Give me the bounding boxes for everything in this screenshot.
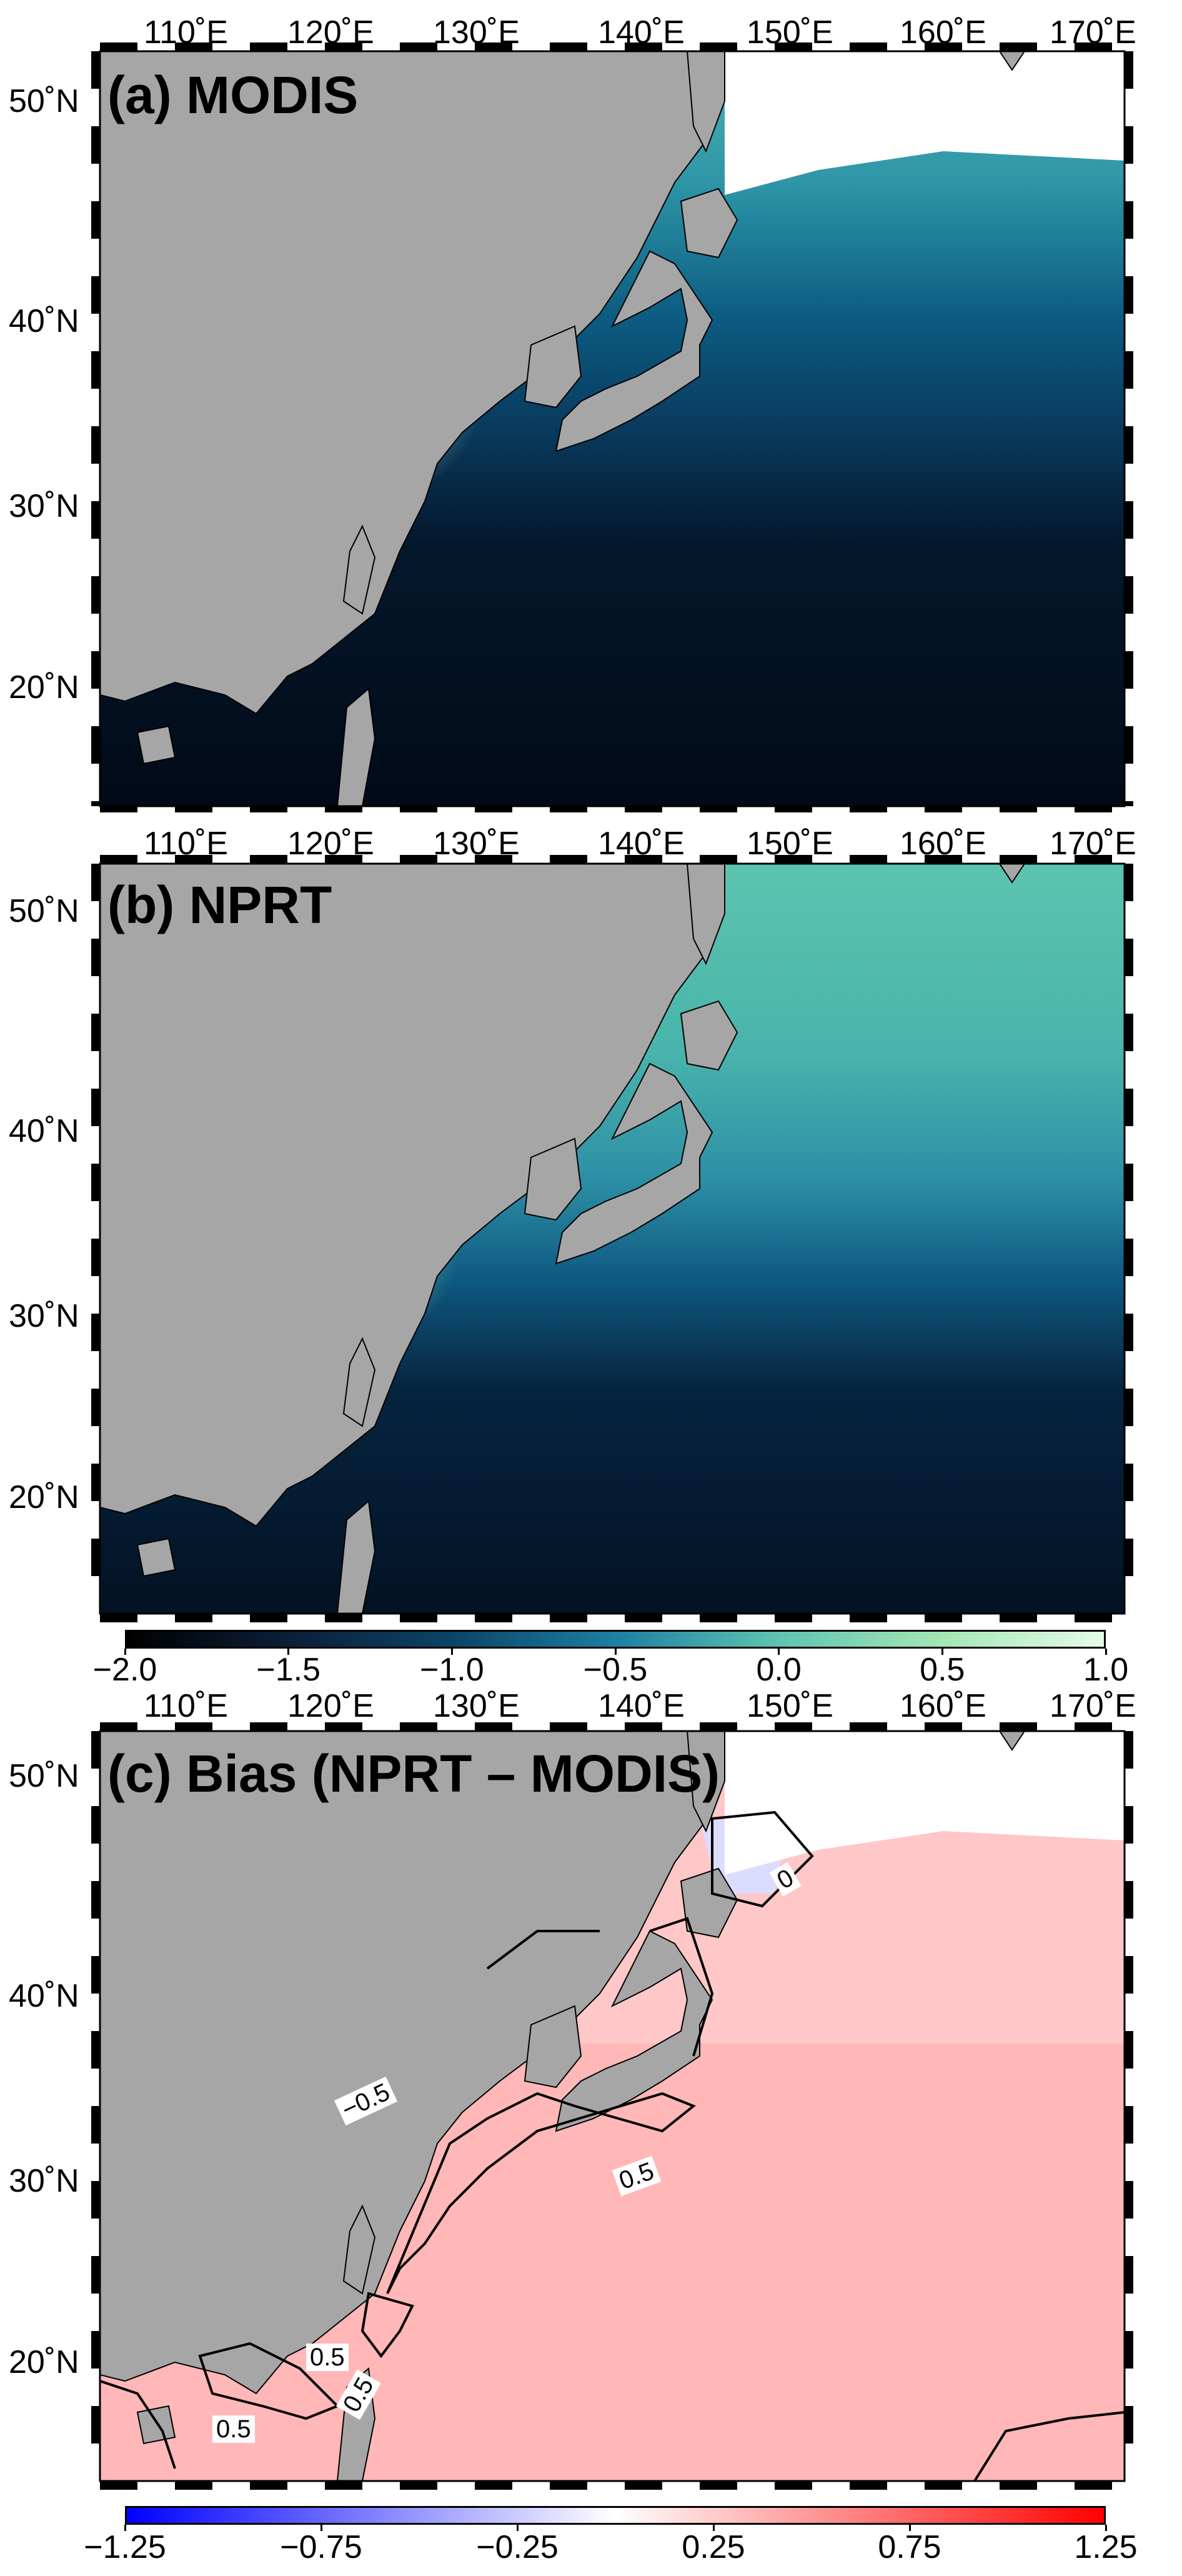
colorbar-tick [1105, 2525, 1107, 2531]
colorbar-tick [941, 1649, 943, 1655]
lat-tick-50: 50˚N [9, 1758, 79, 1794]
frame-c [91, 1722, 1133, 2490]
colorbar-tick [1105, 1649, 1107, 1655]
colorbar-tick-label: −0.25 [476, 2529, 559, 2565]
lat-tick-20: 20˚N [9, 2344, 79, 2380]
lon-tick-140: 140˚E [598, 1688, 685, 1724]
land-a [100, 51, 1026, 806]
panel-a: 110˚E 120˚E 130˚E 140˚E 150˚E 160˚E 170˚… [0, 0, 1182, 812]
colorbar-chl [125, 1630, 1106, 1649]
colorbar-tick [614, 1649, 617, 1655]
colorbar-tick-label: −2.0 [92, 1652, 157, 1688]
lat-tick-20: 20˚N [9, 1479, 79, 1515]
lat-tick-20: 20˚N [9, 669, 79, 706]
lon-tick-170: 170˚E [1050, 1688, 1136, 1724]
panel-a-title: (a) MODIS [107, 66, 359, 124]
panel-b-title: (b) NPRT [107, 876, 332, 934]
colorbar-tick [450, 1649, 453, 1655]
lat-tick-30: 30˚N [9, 2163, 79, 2199]
colorbar-tick-label: −1.5 [256, 1652, 320, 1688]
lat-tick-40: 40˚N [9, 303, 79, 339]
colorbar-tick-label: 0.25 [682, 2529, 745, 2565]
contour-label: 0.5 [306, 2344, 349, 2371]
lat-tick-50: 50˚N [9, 893, 79, 929]
colorbar-tick [908, 2525, 911, 2531]
colorbar-tick [287, 1649, 290, 1655]
lon-tick-160: 160˚E [900, 1688, 986, 1724]
frame-b [91, 855, 1133, 1622]
colorbar-bias [125, 2506, 1106, 2525]
lat-tick-50: 50˚N [9, 83, 79, 119]
lat-tick-40: 40˚N [9, 1113, 79, 1149]
colorbar-tick [320, 2525, 322, 2531]
colorbar-tick-label: −1.0 [420, 1652, 484, 1688]
frame-a [91, 42, 1133, 812]
lon-tick-120: 120˚E [287, 1688, 374, 1724]
panel-c-title: (c) Bias (NPRT – MODIS) [107, 1744, 720, 1803]
panel-c: 110˚E 120˚E 130˚E 140˚E 150˚E 160˚E 170˚… [0, 1687, 1182, 2500]
no-data-region-a [725, 51, 1125, 195]
lon-tick-150: 150˚E [747, 1688, 833, 1724]
lat-tick-30: 30˚N [9, 488, 79, 524]
colorbar-tick-label: 0.0 [756, 1652, 802, 1688]
lat-tick-40: 40˚N [9, 1978, 79, 2014]
colorbar-tick [712, 2525, 715, 2531]
colorbar-tick-label: −0.5 [583, 1652, 648, 1688]
colorbar-tick-label: −0.75 [280, 2529, 362, 2565]
panel-b: 110˚E 120˚E 130˚E 140˚E 150˚E 160˚E 170˚… [0, 812, 1182, 1625]
colorbar-tick [124, 2525, 126, 2531]
map-b [100, 864, 1125, 1614]
lon-tick-130: 130˚E [433, 1688, 520, 1724]
map-c [100, 1731, 1125, 2481]
colorbar-tick-label: 1.0 [1083, 1652, 1129, 1688]
no-data-region-c [725, 1731, 1125, 1875]
colorbar-tick [516, 2525, 519, 2531]
colorbar-tick [124, 1649, 126, 1655]
land-c [100, 1731, 1026, 2481]
lon-tick-110: 110˚E [144, 1688, 228, 1724]
contour-label: 0.5 [212, 2415, 255, 2443]
lat-tick-30: 30˚N [9, 1298, 79, 1334]
map-a [100, 51, 1125, 806]
colorbar-tick [778, 1649, 780, 1655]
colorbar-tick-label: −1.25 [84, 2529, 166, 2565]
colorbar-tick-label: 1.25 [1074, 2529, 1138, 2565]
land-b [100, 864, 1026, 1614]
colorbar-tick-label: 0.75 [878, 2529, 941, 2565]
colorbar-tick-label: 0.5 [920, 1652, 965, 1688]
